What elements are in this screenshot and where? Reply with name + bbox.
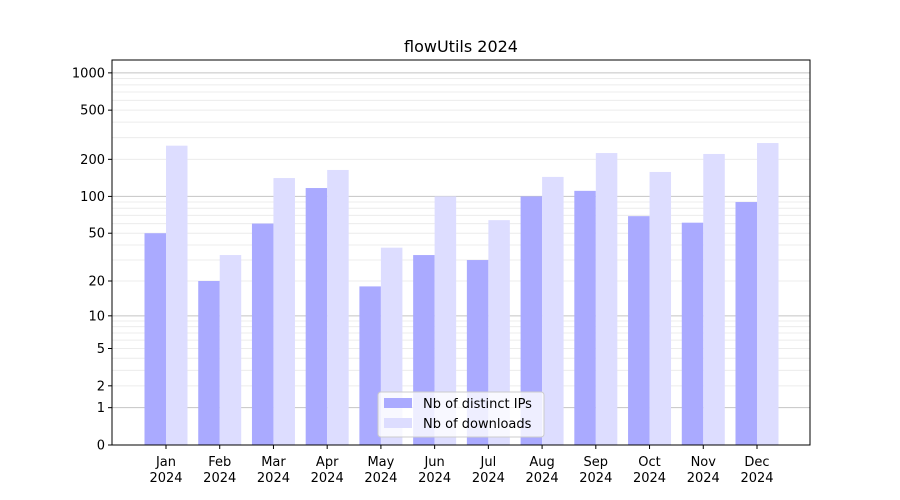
x-tick-label-month: Sep	[584, 455, 609, 470]
legend-label: Nb of distinct IPs	[423, 397, 532, 412]
chart-title: flowUtils 2024	[404, 37, 518, 56]
bar-downloads	[649, 171, 672, 445]
y-tick-label: 2	[97, 379, 105, 394]
x-tick-label-month: Aug	[529, 455, 554, 470]
legend-swatch	[384, 418, 412, 428]
x-tick-label-year: 2024	[418, 471, 451, 486]
y-tick-label: 500	[80, 104, 105, 119]
bar-distinct-ips	[628, 216, 650, 445]
bar-distinct-ips	[681, 222, 704, 445]
bar-distinct-ips	[251, 223, 274, 445]
x-tick-label-month: Jun	[423, 455, 444, 470]
bar-distinct-ips	[520, 196, 543, 445]
bar-downloads	[488, 220, 510, 445]
x-tick-label-year: 2024	[257, 471, 290, 486]
bar-downloads	[703, 153, 725, 446]
x-tick-label-year: 2024	[203, 471, 236, 486]
y-axis: 0 1 2 5 10 20 50 100 200 500 1000	[72, 66, 112, 454]
x-tick-label-month: Nov	[691, 455, 717, 470]
bar-downloads	[434, 196, 457, 445]
y-tick-label: 200	[80, 153, 105, 168]
legend-label: Nb of downloads	[423, 417, 532, 432]
plot-frame	[111, 59, 811, 446]
x-tick-label-month: Mar	[261, 455, 286, 470]
x-tick-label-year: 2024	[526, 471, 559, 486]
legend: Nb of distinct IPs Nb of downloads	[377, 391, 545, 438]
bar-downloads	[166, 145, 188, 445]
bar-downloads	[273, 178, 295, 446]
x-tick-label-month: Dec	[744, 455, 769, 470]
bar-downloads	[542, 176, 564, 445]
y-tick-label: 100	[80, 190, 105, 205]
bar-distinct-ips	[198, 281, 220, 445]
bar-downloads	[757, 143, 779, 445]
legend-box	[377, 391, 545, 438]
x-tick-label-month: Oct	[638, 455, 660, 470]
bar-distinct-ips	[735, 202, 757, 445]
x-tick-label-year: 2024	[364, 471, 397, 486]
x-tick-label-month: Jul	[480, 455, 497, 470]
y-tick-label: 50	[88, 227, 105, 242]
y-tick-label: 1000	[72, 66, 105, 81]
x-tick-label-year: 2024	[740, 471, 773, 486]
x-tick-label-year: 2024	[633, 471, 666, 486]
x-tick-label-year: 2024	[311, 471, 344, 486]
x-tick-label-year: 2024	[687, 471, 720, 486]
x-tick-label-year: 2024	[472, 471, 505, 486]
bar-distinct-ips	[144, 233, 166, 445]
bar-downloads	[219, 255, 242, 445]
y-tick-label: 20	[88, 275, 105, 290]
x-tick-label-month: Apr	[316, 455, 339, 470]
legend-swatch	[384, 398, 412, 408]
bar-distinct-ips	[305, 188, 328, 445]
bar-distinct-ips	[359, 286, 381, 445]
x-axis: Jan2024Feb2024Mar2024Apr2024May2024Jun20…	[149, 445, 774, 486]
bar-downloads	[595, 153, 618, 445]
x-tick-label-month: May	[367, 455, 394, 470]
bars	[144, 143, 779, 446]
x-tick-label-year: 2024	[579, 471, 612, 486]
y-tick-label: 0	[97, 439, 105, 454]
y-tick-label: 10	[88, 309, 105, 324]
y-tick-label: 1	[97, 401, 105, 416]
x-tick-label-year: 2024	[149, 471, 182, 486]
y-tick-label: 5	[97, 342, 105, 357]
x-tick-label-month: Feb	[208, 455, 231, 470]
bar-downloads	[327, 169, 349, 446]
bar-distinct-ips	[574, 190, 596, 445]
x-tick-label-month: Jan	[155, 455, 176, 470]
